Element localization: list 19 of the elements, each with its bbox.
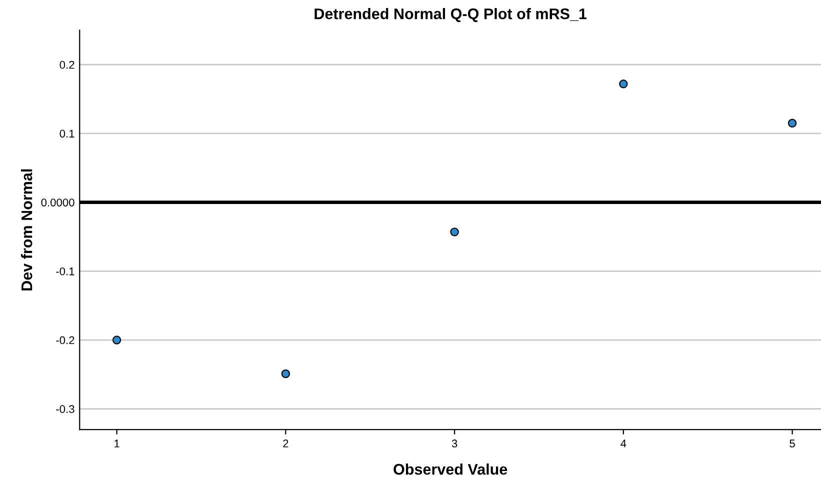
x-tick-label: 3	[452, 440, 458, 448]
x-tick-label: 2	[283, 440, 288, 448]
y-tick-label: -0.2	[56, 336, 74, 344]
x-tick-label: 4	[620, 440, 626, 448]
y-tick-label: -0.3	[56, 405, 74, 414]
chart-title: Detrended Normal Q-Q Plot of mRS_1	[314, 8, 587, 22]
y-tick-label: 0.1	[60, 130, 74, 138]
point	[281, 369, 290, 378]
x-axis-title: Observed Value	[394, 464, 508, 475]
point	[788, 118, 797, 128]
x-tick-label: 1	[114, 440, 120, 448]
point	[112, 336, 122, 344]
point	[450, 228, 459, 236]
y-tick-label: -0.1	[56, 267, 74, 276]
point	[619, 80, 628, 88]
y-tick-label: 0.0000	[41, 198, 74, 206]
y-tick-label: 0.2	[60, 60, 74, 69]
x-tick-label: 5	[790, 440, 795, 448]
y-axis-title: Dev from Normal	[21, 169, 32, 290]
